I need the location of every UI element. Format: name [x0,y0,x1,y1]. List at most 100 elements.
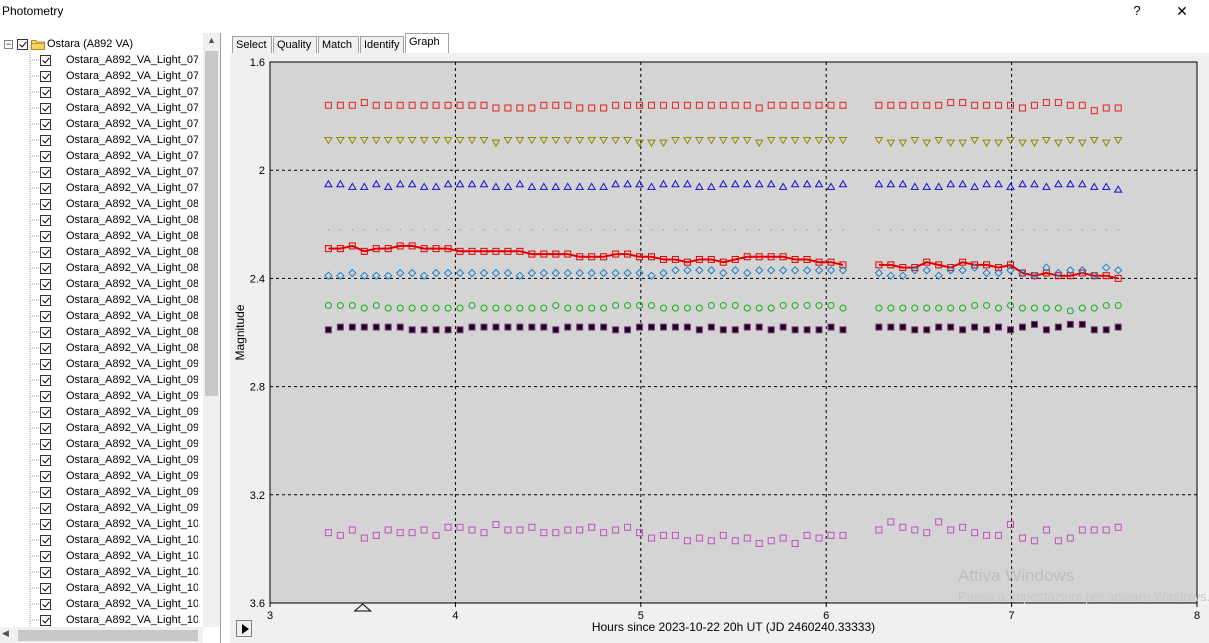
data-point[interactable] [1042,526,1050,534]
data-point[interactable] [1054,179,1063,188]
data-point[interactable] [802,136,812,145]
data-point[interactable] [695,101,703,109]
frame-label[interactable]: Ostara_A892_VA_Light_10 [66,534,198,546]
data-point[interactable] [384,323,392,331]
data-point[interactable] [551,182,561,190]
data-point[interactable] [480,323,488,331]
data-point[interactable] [995,323,1003,331]
data-point[interactable] [683,266,692,275]
data-point[interactable] [588,104,596,112]
frame-item[interactable]: Ostara_A892_VA_Light_09 [40,436,198,452]
frame-checkbox[interactable] [40,502,51,514]
data-point[interactable] [838,179,848,188]
data-point[interactable] [1006,182,1015,190]
data-point[interactable] [971,529,979,537]
data-point[interactable] [575,268,584,278]
frame-item[interactable]: Ostara_A892_VA_Light_08 [40,228,198,244]
data-point[interactable] [803,301,811,309]
data-point[interactable] [444,245,452,253]
data-point[interactable] [456,101,464,109]
data-point[interactable] [336,271,345,280]
data-point[interactable] [1102,326,1110,334]
data-point[interactable] [671,255,679,263]
data-point[interactable] [443,136,453,145]
data-point[interactable] [371,136,381,145]
data-point[interactable] [935,518,943,526]
data-point[interactable] [694,136,704,145]
data-point[interactable] [503,182,513,190]
data-point[interactable] [671,179,680,188]
data-point[interactable] [432,101,440,109]
data-point[interactable] [456,247,464,255]
data-point[interactable] [623,268,632,278]
data-point[interactable] [396,323,404,331]
data-point[interactable] [432,245,440,253]
data-point[interactable] [479,268,489,278]
data-point[interactable] [767,253,775,261]
data-point[interactable] [588,523,596,531]
data-point[interactable] [492,104,500,112]
frame-item[interactable]: Ostara_A892_VA_Light_09 [40,372,198,388]
data-point[interactable] [491,139,501,148]
data-point[interactable] [671,304,679,312]
data-point[interactable] [839,304,847,312]
data-point[interactable] [838,266,848,275]
data-point[interactable] [875,261,883,269]
frame-item[interactable]: Ostara_A892_VA_Light_10 [40,548,198,564]
time-marker-icon[interactable] [353,603,373,612]
frame-item[interactable]: Ostara_A892_VA_Light_07 [40,116,198,132]
data-point[interactable] [755,253,763,261]
data-point[interactable] [1089,136,1099,145]
data-point[interactable] [982,268,991,278]
data-point[interactable] [886,139,896,148]
data-point[interactable] [480,529,488,537]
horizontal-scrollbar-thumb[interactable] [18,630,198,641]
data-point[interactable] [659,101,667,109]
data-point[interactable] [432,326,440,334]
data-point[interactable] [515,271,525,280]
data-point[interactable] [659,179,668,188]
data-point[interactable] [563,136,573,145]
data-point[interactable] [395,136,405,145]
frame-item[interactable]: Ostara_A892_VA_Light_10 [40,580,198,596]
data-point[interactable] [659,304,667,312]
data-point[interactable] [947,99,955,107]
data-point[interactable] [958,179,968,188]
data-point[interactable] [983,101,991,109]
data-point[interactable] [790,266,800,275]
data-point[interactable] [1066,266,1075,275]
data-point[interactable] [1030,537,1038,545]
frame-item[interactable]: Ostara_A892_VA_Light_09 [40,420,198,436]
data-point[interactable] [947,526,955,534]
data-point[interactable] [648,253,656,261]
data-point[interactable] [1078,269,1086,277]
data-point[interactable] [600,104,608,112]
data-point[interactable] [407,136,417,145]
frame-checkbox[interactable] [40,246,51,258]
data-point[interactable] [444,304,452,312]
frame-checkbox[interactable] [40,518,51,530]
data-point[interactable] [935,323,943,331]
data-point[interactable] [791,255,799,263]
data-point[interactable] [408,326,416,334]
frame-item[interactable]: Ostara_A892_VA_Light_09 [40,404,198,420]
data-point[interactable] [539,182,549,190]
data-point[interactable] [1077,139,1087,148]
data-point[interactable] [694,182,704,190]
data-point[interactable] [552,529,560,537]
data-point[interactable] [766,266,776,275]
data-point[interactable] [1065,136,1075,145]
data-point[interactable] [887,518,895,526]
frame-item[interactable]: Ostara_A892_VA_Light_07 [40,84,198,100]
data-point[interactable] [815,301,823,309]
data-point[interactable] [719,326,727,334]
data-point[interactable] [552,301,560,309]
data-point[interactable] [419,182,429,190]
data-point[interactable] [372,271,381,280]
data-point[interactable] [994,139,1003,148]
data-point[interactable] [767,101,775,109]
data-point[interactable] [839,531,847,539]
data-point[interactable] [839,101,847,109]
data-point[interactable] [1089,182,1099,190]
data-point[interactable] [1066,534,1074,542]
